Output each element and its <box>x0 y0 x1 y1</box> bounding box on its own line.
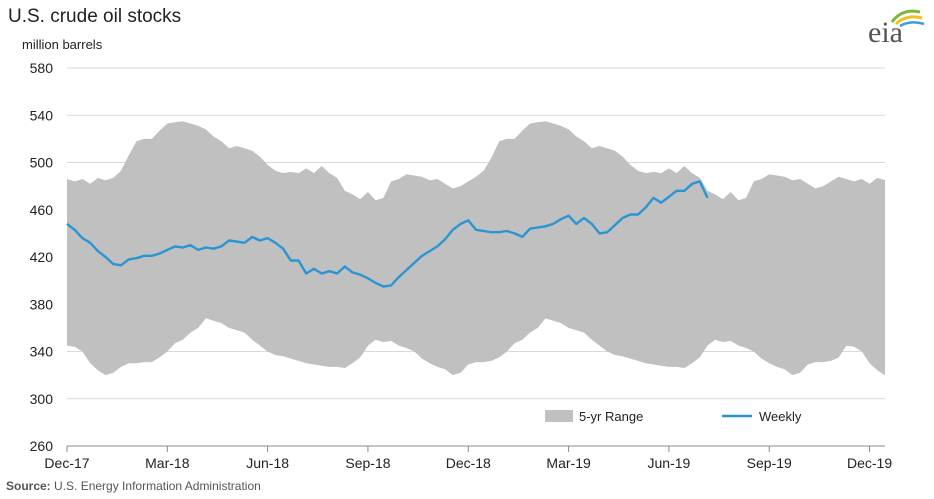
logo-text: eia <box>868 16 903 49</box>
x-tick-label: Dec-18 <box>446 455 491 471</box>
y-tick-label: 340 <box>30 344 54 360</box>
x-tick-label: Jun-19 <box>648 455 691 471</box>
x-tick-label: Jun-18 <box>246 455 289 471</box>
chart-title: U.S. crude oil stocks <box>8 6 182 27</box>
logo-sun-icon <box>890 9 925 28</box>
weekly-series-line <box>66 180 709 288</box>
source-note: Source: U.S. Energy Information Administ… <box>6 479 261 493</box>
y-tick-label: 380 <box>30 296 54 312</box>
y-tick-label: 260 <box>30 438 54 454</box>
y-tick-label: 580 <box>30 60 54 76</box>
x-tick-label: Sep-19 <box>747 455 792 471</box>
legend-weekly-label: Weekly <box>759 409 802 424</box>
y-tick-label: 300 <box>30 391 54 407</box>
y-tick-label: 540 <box>30 107 54 123</box>
y-tick-label: 500 <box>30 155 54 171</box>
source-label: Source: <box>6 479 51 493</box>
eia-logo: eia <box>862 4 926 50</box>
legend-range-label: 5-yr Range <box>579 409 643 424</box>
x-tick-label: Mar-18 <box>145 455 190 471</box>
five-year-range-area <box>67 121 885 376</box>
y-tick-labels: 260 300 340 380 420 460 500 540 580 <box>30 60 54 454</box>
source-text: U.S. Energy Information Administration <box>54 479 261 493</box>
y-axis-label: million barrels <box>22 37 103 52</box>
x-tick-labels: Dec-17 Mar-18 Jun-18 Sep-18 Dec-18 Mar-19 Jun-… <box>44 446 892 471</box>
y-tick-label: 460 <box>30 202 54 218</box>
x-tick-label: Sep-18 <box>345 455 390 471</box>
legend: 5-yr Range Weekly <box>545 409 802 424</box>
x-tick-label: Dec-19 <box>847 455 892 471</box>
legend-range-swatch <box>545 410 573 422</box>
x-tick-label: Mar-19 <box>546 455 591 471</box>
x-tick-label: Dec-17 <box>44 455 89 471</box>
y-tick-label: 420 <box>30 249 54 265</box>
